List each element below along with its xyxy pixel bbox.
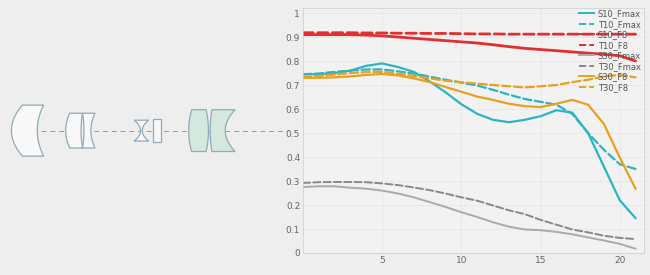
Polygon shape bbox=[66, 113, 83, 148]
Polygon shape bbox=[134, 120, 149, 141]
Polygon shape bbox=[83, 113, 95, 148]
Legend: S10_Fmax, T10_Fmax, S10_F8, T10_F8, S30_Fmax, T30_Fmax, S30_F8, T30_F8: S10_Fmax, T10_Fmax, S10_F8, T10_F8, S30_… bbox=[578, 7, 643, 93]
Polygon shape bbox=[210, 110, 235, 152]
Polygon shape bbox=[153, 119, 161, 142]
Polygon shape bbox=[188, 110, 209, 152]
Polygon shape bbox=[12, 105, 44, 156]
